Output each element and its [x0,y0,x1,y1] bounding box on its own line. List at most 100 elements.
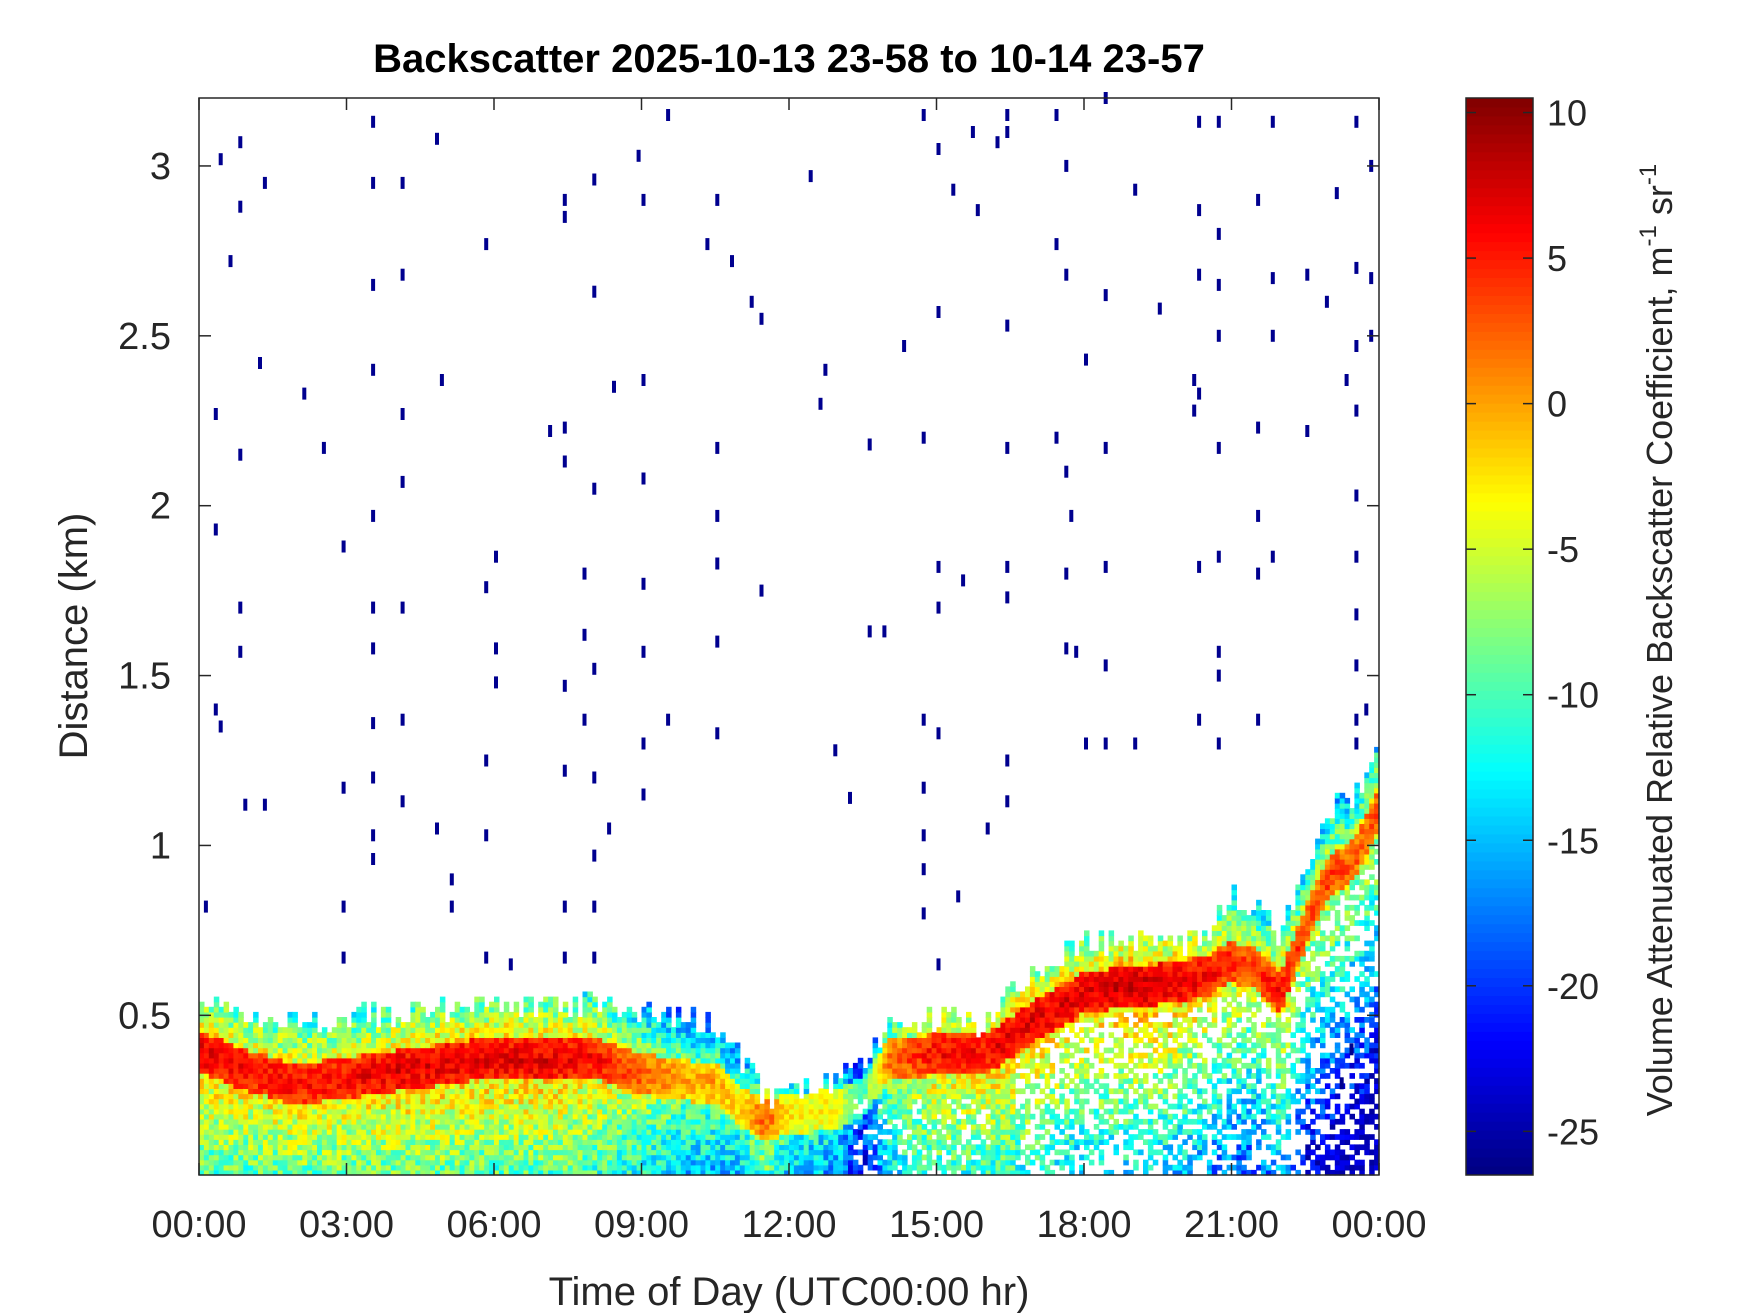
heatmap-cell [548,1164,554,1171]
heatmap-cell [734,1088,741,1095]
heatmap-cell [321,1088,328,1095]
heatmap-cell [759,1169,765,1176]
heatmap-cell [597,1149,603,1156]
heatmap-cell [548,1098,554,1105]
heatmap-cell [921,1032,928,1038]
heatmap-cell [262,1118,269,1125]
heatmap-cell [857,1149,864,1156]
heatmap-cell [1010,1113,1016,1120]
heatmap-cell [941,1052,947,1059]
heatmap-cell [921,1042,928,1049]
heatmap-cell [282,1042,289,1049]
heatmap-cell [464,1134,470,1140]
heatmap-cell [1034,1083,1041,1089]
heatmap-cell [213,1037,220,1044]
heatmap-cell [1010,1042,1016,1049]
heatmap-cell [321,1113,328,1120]
heatmap-cell [346,1057,352,1064]
heatmap-cell [661,1078,667,1084]
heatmap-cell [621,1083,628,1089]
heatmap-cell [710,1068,716,1074]
heatmap-cell [258,1047,264,1054]
heatmap-cell [1049,1134,1056,1140]
heatmap-cell [602,1006,608,1013]
heatmap-cell [1025,1078,1031,1084]
heatmap-cell [671,1169,677,1176]
heatmap-cell [258,1169,264,1176]
heatmap-cell [907,1062,913,1069]
heatmap-cell [498,1068,505,1074]
heatmap-cell [607,1134,613,1140]
heatmap-cell [513,1149,520,1156]
heatmap-cell [985,1093,992,1100]
heatmap-cell [341,1078,348,1084]
heatmap-cell [680,1164,687,1171]
heatmap-cell [951,1027,957,1033]
heatmap-cell [764,1144,770,1151]
heatmap-cell [725,1083,731,1089]
heatmap-cell [203,1124,210,1130]
heatmap-cell [671,1083,677,1089]
heatmap-cell [400,1073,407,1079]
heatmap-cell [557,1047,564,1054]
heatmap-cell [577,1062,584,1069]
heatmap-cell [592,1017,598,1023]
heatmap-cell [1015,1027,1021,1033]
heatmap-cell [277,1062,284,1069]
heatmap-cell [366,1164,372,1171]
heatmap-cell [671,1118,677,1125]
heatmap-cell [474,1149,480,1156]
heatmap-cell [892,1027,898,1033]
heatmap-cell [548,1011,554,1018]
heatmap-cell [258,1057,264,1064]
heatmap-cell [661,1057,667,1064]
heatmap-cell [454,1088,461,1095]
heatmap-cell [980,1037,987,1044]
heatmap-cell [277,1057,284,1064]
heatmap-cell [297,1073,303,1079]
heatmap-cell [562,1047,569,1054]
heatmap-cell [420,1068,426,1074]
heatmap-cell [302,1073,308,1079]
heatmap-cell [410,1159,416,1166]
heatmap-cell [415,1144,421,1151]
heatmap-cell [621,1042,628,1049]
heatmap-cell [631,1093,638,1100]
heatmap-cell [616,1093,623,1100]
heatmap-cell [562,1017,569,1023]
heatmap-cell [705,1098,711,1105]
heatmap-cell [1039,1164,1046,1171]
heatmap-cell [361,1006,367,1013]
heatmap-cell [562,1006,569,1013]
heatmap-cell [464,1124,470,1130]
heatmap-cell [371,1098,377,1105]
heatmap-cell [887,1164,893,1171]
heatmap-cell [931,1088,938,1095]
heatmap-cell [1000,1093,1006,1100]
heatmap-cell [366,1057,372,1064]
heatmap-cell [454,1093,461,1100]
heatmap-cell [749,1129,756,1135]
heatmap-cell [420,1139,426,1145]
heatmap-cell [666,1057,672,1064]
heatmap-cell [582,1017,588,1023]
heatmap-cell [454,1139,461,1145]
heatmap-cell [744,1057,751,1064]
heatmap-cell [538,1088,544,1095]
heatmap-cell [262,1073,269,1079]
heatmap-cell [248,1093,254,1100]
heatmap-cell [1000,1052,1006,1059]
heatmap-cell [680,1103,687,1110]
heatmap-cell [1039,1068,1046,1074]
heatmap-cell [518,1073,525,1079]
heatmap-cell [970,1124,977,1130]
heatmap-cell [843,1103,849,1110]
heatmap-cell [523,1047,529,1054]
heatmap-cell [533,1022,539,1028]
heatmap-cell [562,1001,569,1008]
heatmap-cell [616,1169,623,1176]
heatmap-cell [420,1103,426,1110]
heatmap-cell [248,1124,254,1130]
heatmap-cell [843,1124,849,1130]
heatmap-cell [405,1154,411,1161]
